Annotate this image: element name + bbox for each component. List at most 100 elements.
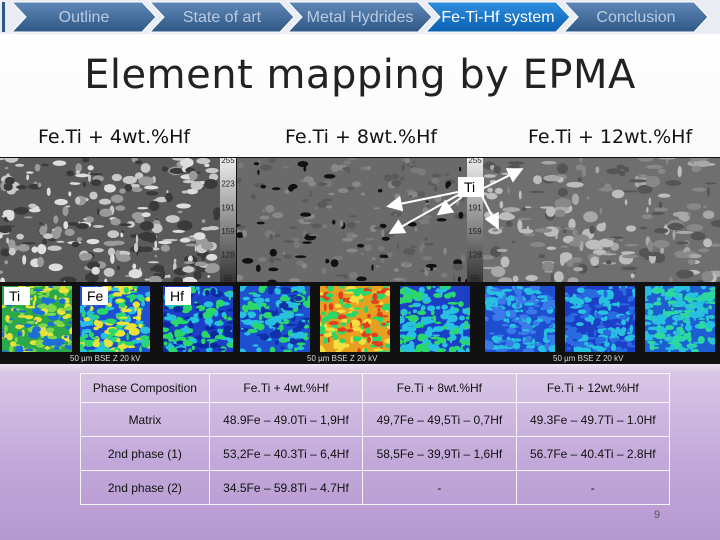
grain xyxy=(583,341,589,346)
grain xyxy=(64,228,75,237)
grain xyxy=(647,240,654,252)
grain xyxy=(607,237,616,241)
grain xyxy=(255,264,261,272)
nav-tab[interactable] xyxy=(10,1,157,33)
grain xyxy=(302,290,307,295)
grain xyxy=(176,340,185,345)
grain xyxy=(171,158,185,161)
nav-tab-active[interactable] xyxy=(424,1,571,33)
grain xyxy=(581,303,590,308)
grain xyxy=(621,319,627,326)
grain xyxy=(244,332,251,336)
grain xyxy=(160,244,170,252)
grain xyxy=(118,316,129,319)
grain xyxy=(207,275,211,278)
grain xyxy=(542,261,554,272)
grain xyxy=(93,326,99,331)
grain xyxy=(31,328,36,337)
grain xyxy=(34,321,38,325)
nav-tab[interactable] xyxy=(148,1,295,33)
grain xyxy=(193,303,201,306)
grain xyxy=(278,313,289,320)
grain xyxy=(43,298,56,304)
grain xyxy=(297,320,305,329)
grain xyxy=(647,326,660,331)
grain xyxy=(218,310,224,313)
grain xyxy=(575,322,584,327)
nav-tab[interactable] xyxy=(562,1,709,33)
grain xyxy=(565,336,574,344)
grain xyxy=(279,287,292,295)
grain xyxy=(139,345,142,352)
grain xyxy=(624,199,628,206)
grain xyxy=(167,332,173,336)
scale-caption: 50 µm BSE Z 20 kV xyxy=(307,354,378,363)
grain xyxy=(138,323,143,329)
grain xyxy=(201,219,206,223)
grain xyxy=(507,295,515,302)
composition-table: Phase Composition Fe.Ti + 4wt.%Hf Fe.Ti + … xyxy=(80,373,671,505)
grain xyxy=(206,253,218,261)
grain xyxy=(287,342,294,350)
grain xyxy=(672,230,676,239)
grain xyxy=(646,207,649,213)
grain xyxy=(52,160,67,166)
grain xyxy=(282,166,290,169)
grain xyxy=(483,255,495,260)
grain xyxy=(600,317,607,322)
grain xyxy=(60,307,72,311)
grain xyxy=(425,342,431,345)
grain xyxy=(525,316,532,325)
grain xyxy=(410,245,417,248)
grain xyxy=(201,338,206,345)
grain xyxy=(19,310,27,313)
grain xyxy=(346,221,356,229)
grain xyxy=(0,158,5,161)
grain xyxy=(393,277,404,281)
grain xyxy=(645,175,661,188)
grain xyxy=(203,301,214,308)
grain xyxy=(237,232,244,239)
grain xyxy=(28,203,37,208)
grain xyxy=(355,276,367,282)
grain xyxy=(699,336,703,339)
grain xyxy=(16,308,21,311)
grain xyxy=(684,317,690,322)
grain xyxy=(686,203,702,210)
grain xyxy=(237,225,246,230)
header-cell: Fe.Ti + 12wt.%Hf xyxy=(515,373,671,403)
grain xyxy=(269,346,276,352)
grain xyxy=(81,320,93,327)
grain xyxy=(289,340,300,343)
grain xyxy=(400,336,408,339)
grain xyxy=(507,186,510,195)
grain xyxy=(154,240,158,249)
grain xyxy=(194,301,198,304)
scale-caption: 50 µm BSE Z 20 kV xyxy=(70,354,141,363)
grain xyxy=(279,302,289,309)
grain xyxy=(23,348,34,352)
grain xyxy=(267,287,274,295)
grain xyxy=(90,337,99,340)
grain xyxy=(307,295,310,303)
grain xyxy=(625,225,637,232)
grain xyxy=(309,190,312,198)
grain xyxy=(409,195,413,198)
grain xyxy=(282,251,286,255)
grain xyxy=(687,331,692,338)
grain xyxy=(430,309,435,316)
grain xyxy=(494,300,499,308)
grain xyxy=(321,198,334,202)
nav-tab[interactable] xyxy=(286,1,433,33)
grain xyxy=(680,323,684,328)
grain xyxy=(279,296,291,302)
micrograph xyxy=(237,158,467,282)
grain xyxy=(517,293,521,302)
grain xyxy=(426,305,436,312)
grain xyxy=(671,307,674,311)
grain xyxy=(135,314,142,322)
grain xyxy=(569,305,581,309)
grain xyxy=(92,340,100,348)
grain xyxy=(680,344,683,351)
grain xyxy=(182,339,193,347)
